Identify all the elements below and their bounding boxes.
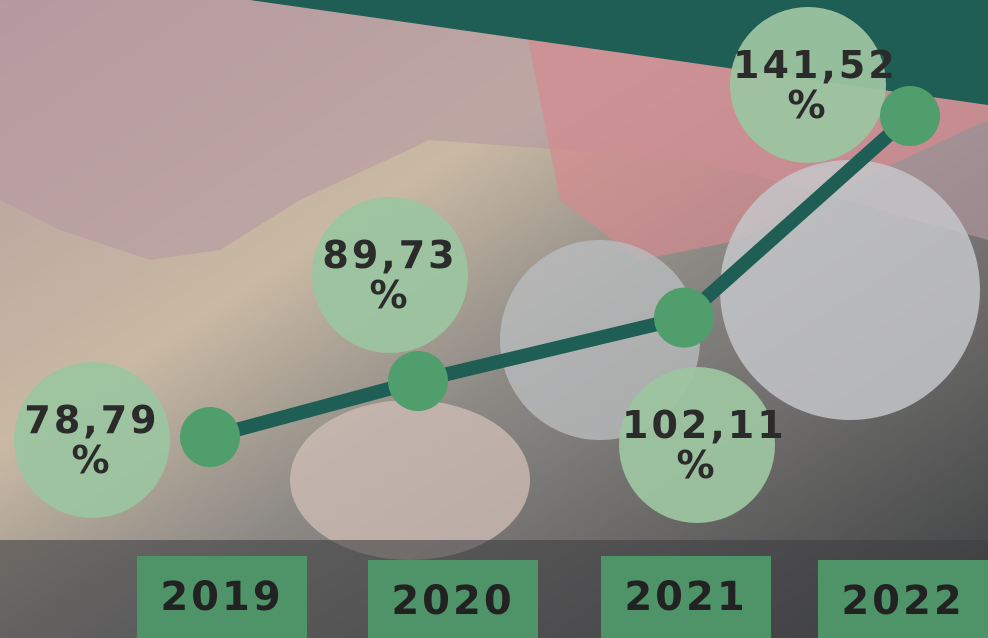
year-label: 2020: [368, 560, 538, 638]
year-label: 2022: [818, 560, 988, 638]
stone: [290, 400, 530, 560]
coin: [720, 160, 980, 420]
line: [208, 110, 915, 444]
year-label: 2021: [601, 556, 771, 638]
label-bubble: [619, 367, 775, 523]
label-bubble: [730, 7, 886, 163]
value-label: 102,11 %: [622, 403, 787, 487]
point: [388, 351, 448, 412]
label-bubble: [312, 197, 468, 353]
value-label: 141,52 %: [733, 43, 898, 127]
year-label: 2019: [137, 556, 307, 638]
point: [880, 86, 940, 146]
point: [654, 287, 714, 348]
label-bubble: [14, 362, 170, 518]
point: [180, 407, 240, 467]
value-label: 78,79 %: [24, 398, 160, 482]
value-label: 89,73 %: [322, 233, 458, 317]
